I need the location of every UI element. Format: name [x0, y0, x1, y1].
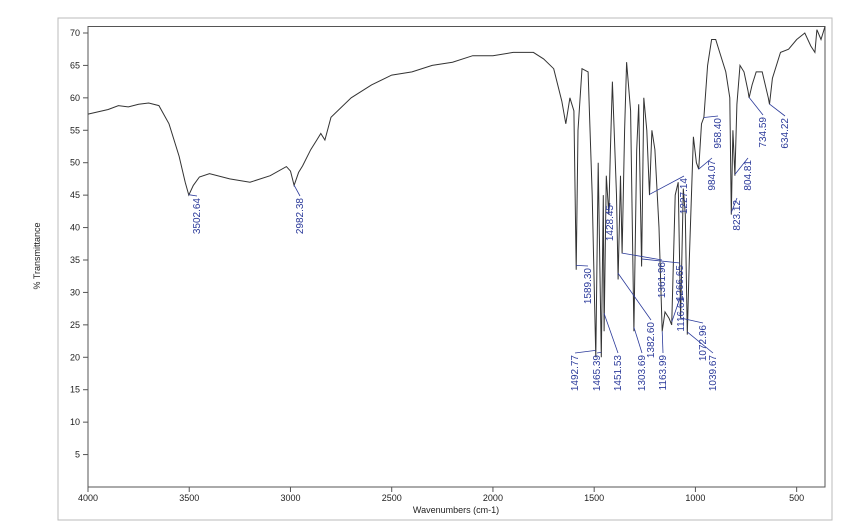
- x-tick-label: 500: [789, 493, 804, 503]
- peak-label: 2982.38: [295, 198, 306, 235]
- peak-label: 1116.61: [676, 297, 687, 332]
- y-tick-label: 20: [70, 352, 80, 362]
- y-tick-label: 65: [70, 60, 80, 70]
- peak-label: 1451.53: [613, 355, 624, 392]
- peak-leader: [603, 313, 619, 354]
- peak-leader: [641, 258, 681, 264]
- outer-frame: [57, 17, 833, 521]
- y-tick-label: 45: [70, 190, 80, 200]
- peak-label: 1465.39: [592, 355, 603, 392]
- y-tick-label: 35: [70, 255, 80, 265]
- peak-leader: [596, 351, 602, 354]
- peak-label: 1227.14: [679, 178, 690, 215]
- peak-leader: [188, 194, 198, 197]
- y-tick-label: 60: [70, 93, 80, 103]
- peak-leader: [734, 157, 749, 175]
- peak-leader: [680, 317, 704, 324]
- plot-frame: [87, 26, 826, 488]
- y-axis-label: % Transmittance: [32, 222, 42, 289]
- peak-label: 1039.67: [708, 355, 719, 392]
- y-tick-label: 25: [70, 320, 80, 330]
- peak-leader: [608, 202, 611, 214]
- y-tick-label: 50: [70, 158, 80, 168]
- peak-label: 1492.77: [570, 355, 581, 392]
- peak-leader: [730, 197, 738, 213]
- y-tick-label: 40: [70, 223, 80, 233]
- peak-leader: [617, 272, 652, 321]
- x-tick-label: 2500: [382, 493, 402, 503]
- peak-leader: [633, 327, 643, 354]
- x-tick-label: 1000: [685, 493, 705, 503]
- x-tick-label: 4000: [78, 493, 98, 503]
- peak-label: 958.40: [713, 118, 724, 149]
- peak-label: 804.81: [743, 160, 754, 191]
- peak-label: 1072.96: [698, 325, 709, 362]
- peak-leader: [622, 252, 663, 261]
- peak-leader: [698, 157, 713, 170]
- peak-label: 984.07: [707, 160, 718, 191]
- y-tick-label: 15: [70, 385, 80, 395]
- peak-label: 823.12: [732, 200, 743, 231]
- x-tick-label: 2000: [483, 493, 503, 503]
- peak-label: 634.22: [780, 118, 791, 149]
- peak-label: 1361.96: [657, 262, 668, 299]
- peak-label: 1382.60: [646, 322, 657, 359]
- y-tick-label: 70: [70, 28, 80, 38]
- x-tick-label: 3500: [179, 493, 199, 503]
- peak-leader: [649, 175, 685, 195]
- peak-leader: [574, 349, 596, 354]
- peak-leader: [703, 115, 719, 118]
- y-tick-label: 30: [70, 287, 80, 297]
- peak-label: 734.59: [758, 117, 769, 148]
- x-tick-label: 3000: [280, 493, 300, 503]
- x-axis-label: Wavenumbers (cm-1): [413, 505, 499, 515]
- peak-label: 1428.45: [605, 205, 616, 242]
- y-tick-label: 10: [70, 417, 80, 427]
- peak-label: 1303.69: [637, 355, 648, 392]
- y-tick-label: 55: [70, 125, 80, 135]
- peak-label: 1266.65: [675, 265, 686, 302]
- y-tick-label: 5: [75, 450, 80, 460]
- peak-label: 3502.64: [192, 198, 203, 235]
- peak-leader: [748, 97, 764, 116]
- peak-leader: [671, 294, 682, 323]
- peak-leader: [769, 103, 786, 117]
- peak-leader: [576, 264, 589, 267]
- peak-leader: [661, 331, 664, 354]
- peak-label: 1163.99: [658, 355, 669, 391]
- x-tick-label: 1500: [584, 493, 604, 503]
- peak-label: 1589.30: [583, 268, 594, 305]
- peak-leader: [293, 184, 301, 197]
- spectrum-line: [87, 26, 826, 358]
- peak-leader: [687, 331, 714, 354]
